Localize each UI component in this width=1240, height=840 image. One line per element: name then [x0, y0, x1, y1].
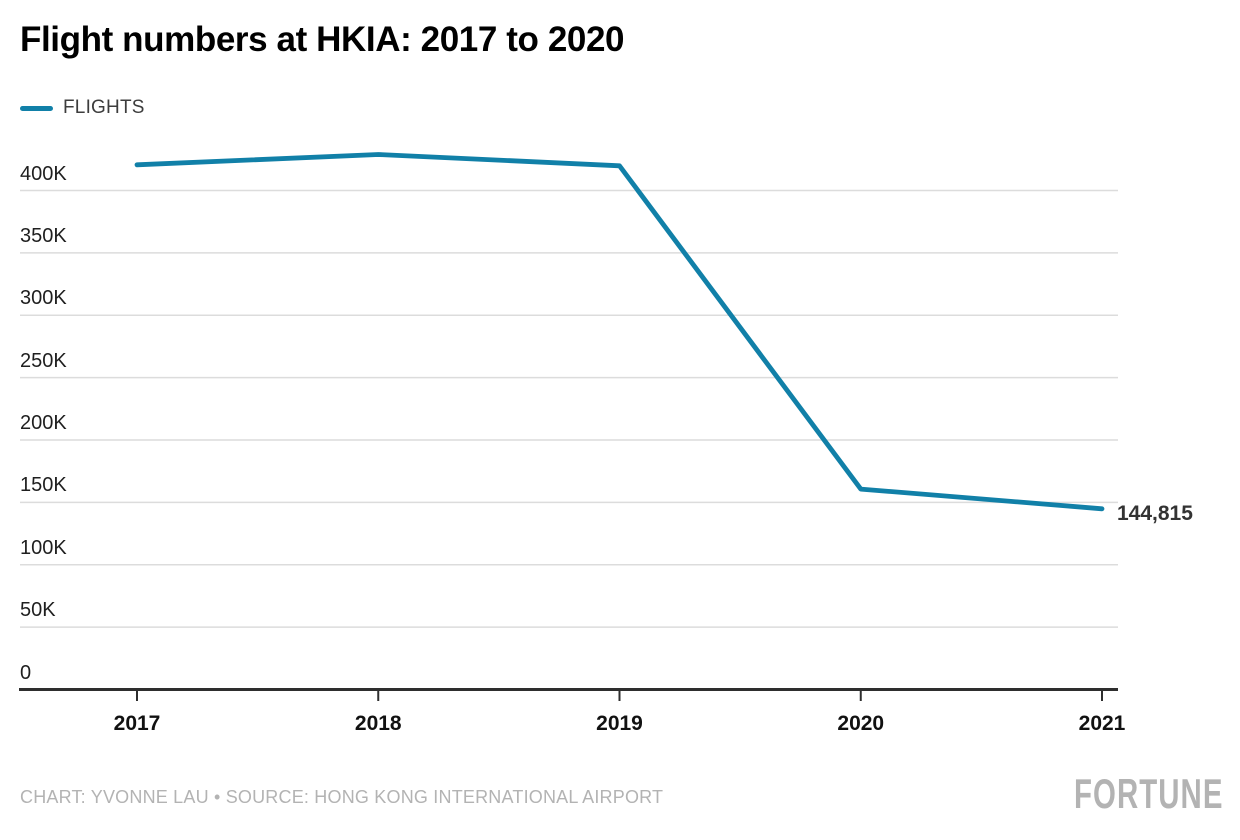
- x-axis-label: 2019: [596, 712, 643, 735]
- y-axis-label: 100K: [20, 536, 67, 559]
- y-axis-label: 250K: [20, 349, 67, 372]
- fortune-logo: FORTUNE: [1073, 770, 1223, 817]
- legend-line-swatch: [20, 105, 53, 111]
- x-axis-label: 2018: [354, 712, 402, 735]
- y-axis-label: 50K: [20, 599, 56, 622]
- x-axis-label: 2021: [1078, 712, 1126, 735]
- legend-label: FLIGHTS: [63, 97, 145, 118]
- credit-line: CHART: YVONNE LAU • SOURCE: HONG KONG IN…: [20, 787, 664, 807]
- y-axis-label: 200K: [20, 412, 67, 434]
- legend: FLIGHTS: [20, 96, 145, 120]
- y-axis-label: 150K: [20, 474, 67, 497]
- y-axis-label: 400K: [20, 162, 67, 185]
- y-axis-label: 0: [20, 661, 32, 684]
- flights-line: [134, 152, 1105, 512]
- y-axis-label: 300K: [20, 287, 67, 310]
- x-axis-label: 2020: [837, 712, 885, 735]
- y-axis-label: 350K: [20, 224, 67, 247]
- end-value-label: 144,815: [1117, 502, 1193, 525]
- x-axis-label: 2017: [113, 712, 161, 735]
- chart-title: Flight numbers at HKIA: 2017 to 2020: [20, 20, 625, 59]
